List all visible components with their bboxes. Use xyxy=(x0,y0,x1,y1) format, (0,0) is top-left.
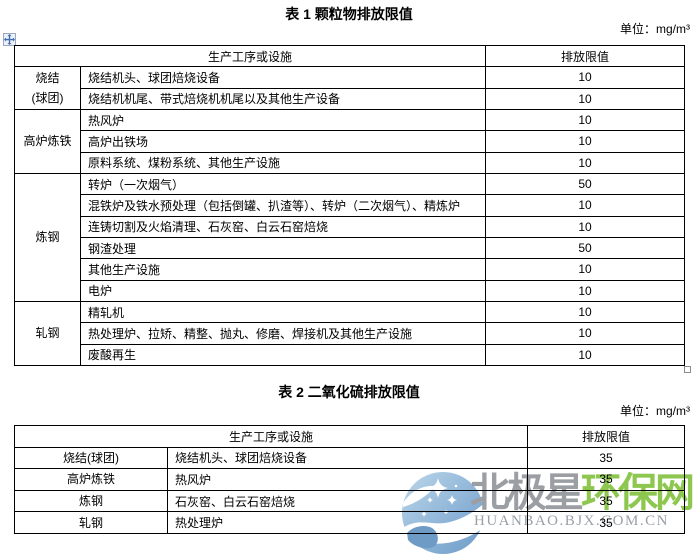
table-header-row: 生产工序或设施 排放限值 xyxy=(13,44,686,68)
table-row: 混铁炉及铁水预处理（包括倒罐、扒渣等）、转炉（二次烟气）、精炼炉 10 xyxy=(15,194,686,217)
category-cell: 轧钢 xyxy=(14,511,168,534)
limit-cell: 10 xyxy=(485,215,686,238)
table-row: 连铸切割及火焰清理、石灰窑、白云石窑焙烧 10 xyxy=(15,215,686,238)
limit-cell: 10 xyxy=(485,194,686,217)
table-row: 烧结机机尾、带式焙烧机机尾以及其他生产设备 10 xyxy=(15,87,686,110)
process-cell: 烧结机头、球团焙烧设备 xyxy=(79,66,487,89)
header-limit: 排放限值 xyxy=(527,425,686,448)
category-cell: 烧结 (球团) xyxy=(14,66,81,110)
process-cell: 原料系统、煤粉系统、其他生产设施 xyxy=(79,151,487,174)
limit-cell: 10 xyxy=(485,258,686,281)
table-header-row: 生产工序或设施 排放限值 xyxy=(13,425,686,448)
move-cross-icon xyxy=(4,34,15,45)
limit-cell: 35 xyxy=(527,468,686,491)
table-row: 高炉出铁场 10 xyxy=(15,130,686,153)
table1-title: 表 1 颗粒物排放限值 xyxy=(285,6,413,22)
limit-cell: 10 xyxy=(485,108,686,132)
process-cell: 烧结机头、球团焙烧设备 xyxy=(166,446,529,470)
table-row: 轧钢 精轧机 10 xyxy=(14,300,686,366)
table-move-handle[interactable] xyxy=(3,33,16,46)
process-cell: 连铸切割及火焰清理、石灰窑、白云石窑焙烧 xyxy=(79,215,487,238)
table-row: 轧钢 热处理炉 35 xyxy=(14,511,686,534)
process-cell: 转炉（一次烟气） xyxy=(79,172,487,196)
table-row: 烧结(球团) 烧结机头、球团焙烧设备 35 xyxy=(14,446,686,470)
category-cell: 烧结(球团) xyxy=(14,446,168,470)
table-row: 电炉 10 xyxy=(15,279,686,302)
category-cell: 轧钢 xyxy=(14,300,81,366)
process-cell: 热风炉 xyxy=(166,468,529,491)
category-cell: 炼钢 xyxy=(14,172,81,302)
limit-cell: 10 xyxy=(485,87,686,110)
table-row: 钢渣处理 50 xyxy=(15,236,686,260)
process-cell: 石灰窑、白云石窑焙烧 xyxy=(166,489,529,513)
header-limit: 排放限值 xyxy=(485,44,686,68)
limit-cell: 50 xyxy=(485,236,686,260)
table1-particulate-limits: 生产工序或设施 排放限值 烧结 (球团) 烧结机头、球团焙烧设备 10 烧结机机… xyxy=(13,44,686,366)
header-process: 生产工序或设施 xyxy=(13,44,487,68)
table-resize-handle[interactable] xyxy=(684,366,691,373)
process-cell: 热处理炉、拉矫、精整、抛丸、修磨、焊接机及其他生产设施 xyxy=(79,322,487,345)
limit-cell: 35 xyxy=(527,489,686,513)
limit-cell: 10 xyxy=(485,279,686,302)
process-cell: 钢渣处理 xyxy=(79,236,487,260)
process-cell: 废酸再生 xyxy=(79,343,487,366)
table-row: 炼钢 石灰窑、白云石窑焙烧 35 xyxy=(14,489,686,513)
table2-so2-limits: 生产工序或设施 排放限值 烧结(球团) 烧结机头、球团焙烧设备 35 高炉炼铁 … xyxy=(13,425,686,534)
process-cell: 混铁炉及铁水预处理（包括倒罐、扒渣等）、转炉（二次烟气）、精炼炉 xyxy=(79,194,487,217)
table-row: 热处理炉、拉矫、精整、抛丸、修磨、焊接机及其他生产设施 10 xyxy=(15,322,686,345)
process-cell: 热风炉 xyxy=(79,108,487,132)
table2-title: 表 2 二氧化硫排放限值 xyxy=(278,384,420,400)
limit-cell: 10 xyxy=(485,322,686,345)
process-cell: 其他生产设施 xyxy=(79,258,487,281)
limit-cell: 10 xyxy=(485,300,686,324)
category-cell: 炼钢 xyxy=(14,489,168,513)
limit-cell: 10 xyxy=(485,130,686,153)
category-cell: 高炉炼铁 xyxy=(14,108,81,174)
table-row: 烧结 (球团) 烧结机头、球团焙烧设备 10 xyxy=(14,66,686,110)
limit-cell: 10 xyxy=(485,151,686,174)
table-row: 高炉炼铁 热风炉 35 xyxy=(14,468,686,491)
process-cell: 精轧机 xyxy=(79,300,487,324)
limit-cell: 10 xyxy=(485,343,686,366)
table-row: 废酸再生 10 xyxy=(15,343,686,366)
process-cell: 电炉 xyxy=(79,279,487,302)
category-cell: 高炉炼铁 xyxy=(14,468,168,491)
process-cell: 烧结机机尾、带式焙烧机机尾以及其他生产设备 xyxy=(79,87,487,110)
table2-unit: 单位：mg/m³ xyxy=(620,404,690,418)
header-process: 生产工序或设施 xyxy=(13,425,529,448)
table-row: 其他生产设施 10 xyxy=(15,258,686,281)
table-row: 高炉炼铁 热风炉 10 xyxy=(14,108,686,174)
limit-cell: 50 xyxy=(485,172,686,196)
table1-unit: 单位：mg/m³ xyxy=(620,22,690,36)
process-cell: 热处理炉 xyxy=(166,511,529,534)
limit-cell: 35 xyxy=(527,446,686,470)
table-row: 原料系统、煤粉系统、其他生产设施 10 xyxy=(15,151,686,174)
table-row: 炼钢 转炉（一次烟气） 50 xyxy=(14,172,686,302)
limit-cell: 35 xyxy=(527,511,686,534)
process-cell: 高炉出铁场 xyxy=(79,130,487,153)
limit-cell: 10 xyxy=(485,66,686,89)
